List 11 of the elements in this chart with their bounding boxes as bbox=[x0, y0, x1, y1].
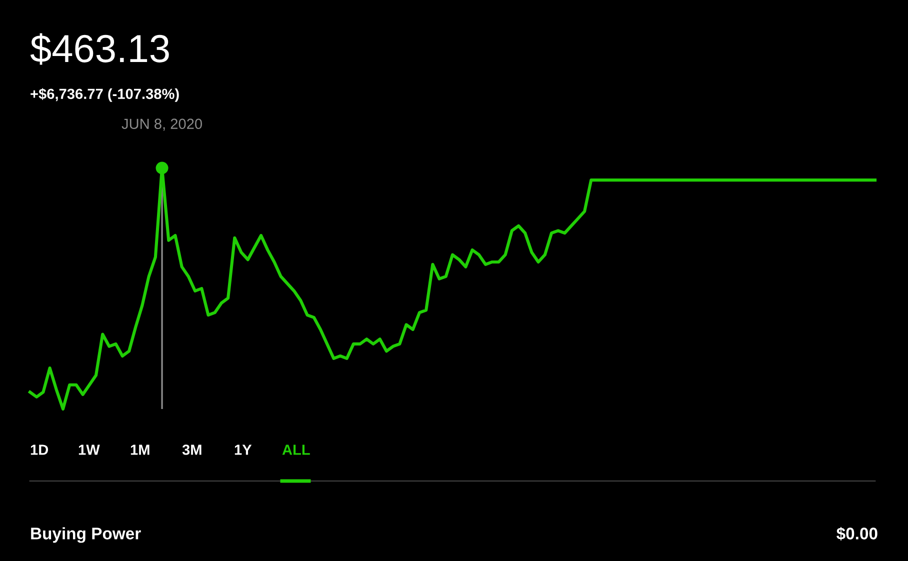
text: 1D bbox=[30, 444, 48, 455]
text: $0.00 bbox=[836, 526, 878, 541]
text: 3M bbox=[182, 444, 202, 455]
text: JUN 8, 2020 bbox=[122, 118, 202, 131]
chart-title: $463.13 bbox=[30, 33, 169, 65]
text: 1M bbox=[130, 444, 150, 455]
text: 1W bbox=[78, 444, 100, 455]
text: 1Y bbox=[234, 444, 252, 455]
text: Buying Power bbox=[31, 527, 141, 543]
chart-subtitle: +$6,736.77 (-107.38%) bbox=[30, 88, 179, 102]
text: ALL bbox=[282, 444, 310, 455]
